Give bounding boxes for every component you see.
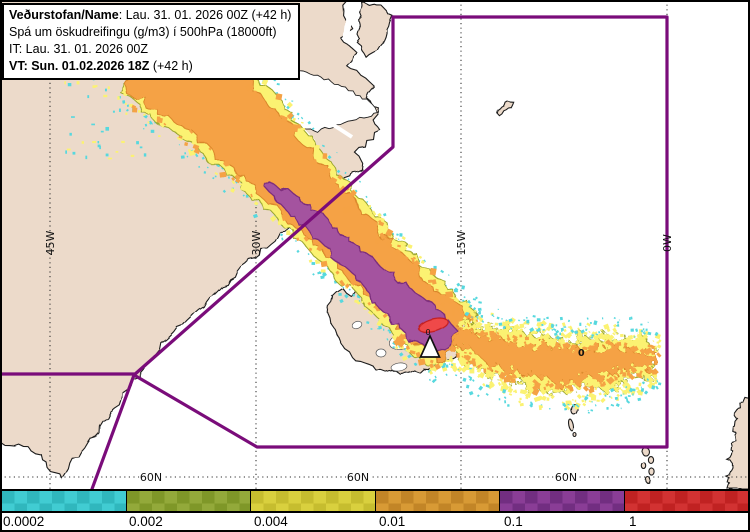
volcano-annotation: 0 xyxy=(426,328,431,337)
volcano-triangle-icon xyxy=(419,333,441,358)
fir-boundary xyxy=(0,15,669,489)
legend-value-labels: 0.0002 0.002 0.004 0.01 0.1 1 xyxy=(0,513,750,532)
faroe-island xyxy=(648,467,656,477)
legend-color-bar xyxy=(0,489,750,513)
plume-annotation: 0 xyxy=(578,348,585,359)
legend-segment-0.01 xyxy=(374,491,499,511)
fir-boundary-diagonal xyxy=(132,15,395,377)
ash-plume xyxy=(64,8,662,414)
grid-labels: 45W 30W 15W 0W 60N 60N 60N 0 xyxy=(44,230,674,485)
faroe-island xyxy=(641,462,647,470)
greenland-coastal-island xyxy=(356,0,394,59)
meridian-label: 30W xyxy=(250,230,263,255)
ash-east-plume xyxy=(450,321,655,396)
glacier xyxy=(375,348,387,358)
norway-coast xyxy=(724,397,750,489)
legend-segment-0.002 xyxy=(125,491,250,511)
info-line-vt: VT: Sun. 01.02.2026 18Z (+42 h) xyxy=(9,59,193,73)
meridian-label: 45W xyxy=(44,230,57,255)
islet xyxy=(567,418,575,432)
concentration-legend: 0.0002 0.002 0.004 0.01 0.1 1 xyxy=(0,489,750,532)
forecast-info-box: Veðurstofan/Name: Lau. 31. 01. 2026 00Z … xyxy=(2,3,300,80)
parallel-label: 60N xyxy=(140,471,162,484)
faroe-island xyxy=(647,456,655,464)
glacier xyxy=(390,362,408,372)
ash-extreme-cell xyxy=(417,317,449,333)
fir-boundary-box xyxy=(90,15,669,489)
legend-segment-0.1 xyxy=(499,491,624,511)
glacier xyxy=(351,320,363,330)
forecast-map: 45W 30W 15W 0W 60N 60N 60N 0 0 xyxy=(0,0,750,489)
info-line-it: IT: Lau. 31. 01. 2026 00Z xyxy=(9,42,148,56)
volcano-marker: 0 xyxy=(419,328,441,358)
legend-label: 1 xyxy=(629,514,637,529)
legend-label: 0.002 xyxy=(129,514,163,529)
faroe-island xyxy=(641,447,651,457)
ash-high-band xyxy=(263,180,458,353)
islet xyxy=(572,432,578,438)
info-line-product: Spá um öskudreifingu (g/m3) í 500hPa (18… xyxy=(9,25,277,39)
legend-label: 0.0002 xyxy=(3,514,45,529)
meridian-label: 15W xyxy=(455,230,468,255)
meridian-label: 0W xyxy=(661,234,674,252)
info-source-label: Veðurstofan/Name xyxy=(9,8,119,22)
legend-label: 0.004 xyxy=(254,514,288,529)
legend-segment-1 xyxy=(623,491,748,511)
parallel-label: 60N xyxy=(347,471,369,484)
legend-segment-0.0002 xyxy=(2,491,126,511)
legend-label: 0.01 xyxy=(379,514,406,529)
faroe-island xyxy=(645,476,651,484)
legend-segment-0.004 xyxy=(250,491,375,511)
jan-mayen-island xyxy=(496,100,515,117)
parallel-label: 60N xyxy=(555,471,577,484)
info-line-run: Veðurstofan/Name: Lau. 31. 01. 2026 00Z … xyxy=(9,8,292,22)
legend-label: 0.1 xyxy=(504,514,523,529)
